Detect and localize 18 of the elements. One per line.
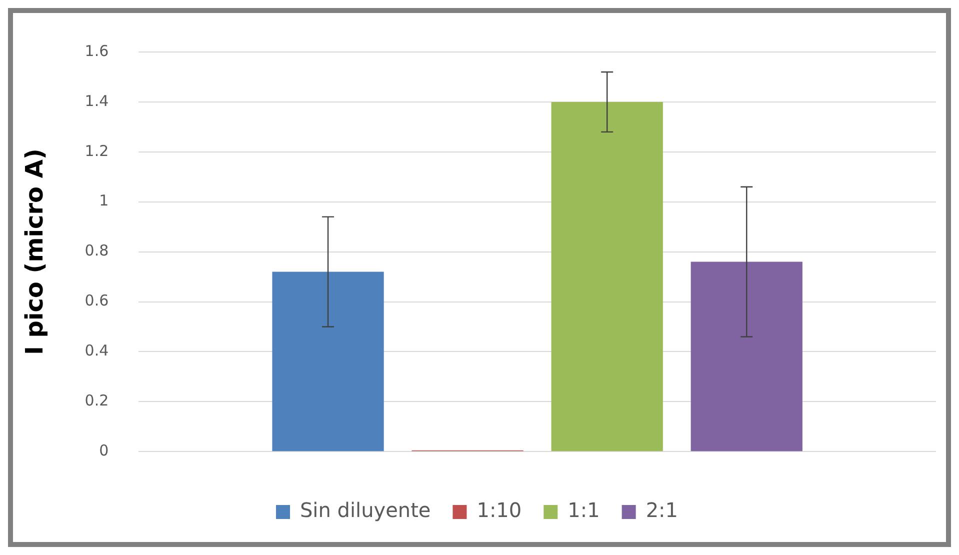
bar [272,272,384,452]
y-tick-label: 0.4 [84,342,109,360]
y-tick-label: 1.4 [84,92,109,110]
y-tick-label: 1 [99,192,109,210]
bar [690,262,802,452]
y-tick-label: 0 [99,441,109,460]
page-frame: I pico (micro A) Sin diluyente 1:10 1:1 2:1 0 0.2 0.4 0.6 0.8 1 1.2 1.4 1.6 [8,8,951,547]
y-tick-label: 1.6 [84,42,109,60]
legend-label: 1:10 [476,498,522,522]
bar [551,102,663,452]
legend-label: 1:1 [568,498,600,522]
y-tick-label: 0.6 [84,292,109,310]
y-tick-label: 0.2 [84,392,109,410]
y-tick-label: 0.8 [84,242,109,260]
y-tick-label: 1.2 [84,142,109,160]
legend-label: 2:1 [646,498,678,522]
y-axis-title: I pico (micro A) [20,148,49,356]
legend-label: Sin diluyente [300,498,431,522]
